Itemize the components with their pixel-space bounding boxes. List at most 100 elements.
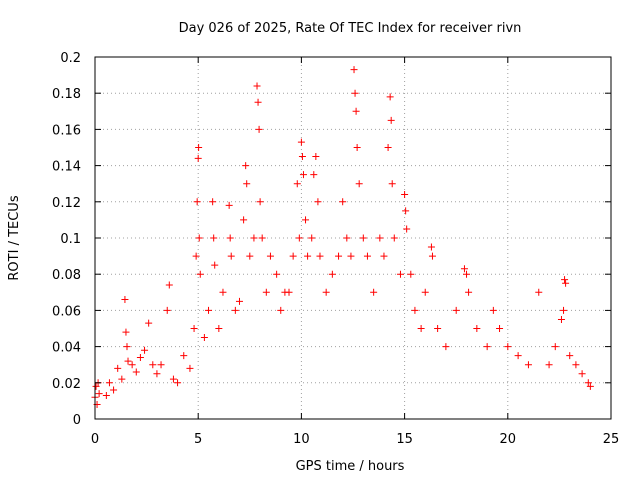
- data-point: [299, 171, 307, 179]
- data-point: [370, 288, 378, 296]
- data-point: [384, 144, 392, 151]
- data-point: [434, 325, 442, 332]
- data-point: [566, 352, 574, 360]
- data-point: [297, 138, 305, 146]
- data-point: [387, 116, 395, 124]
- x-axis-label: GPS time / hours: [296, 459, 405, 474]
- y-tick-label: 0.06: [52, 304, 81, 319]
- data-point: [396, 270, 404, 278]
- data-point: [572, 361, 580, 369]
- data-point: [235, 297, 243, 305]
- data-point: [335, 252, 343, 260]
- data-point: [302, 216, 310, 224]
- x-tick-label: 20: [500, 432, 517, 447]
- data-point: [586, 382, 594, 390]
- data-point: [132, 368, 140, 376]
- data-point: [376, 234, 384, 242]
- y-tick-label: 0: [73, 413, 81, 428]
- data-point: [254, 98, 262, 106]
- data-point: [504, 343, 512, 351]
- data-point: [298, 153, 306, 161]
- data-point: [514, 352, 522, 360]
- data-point: [258, 234, 266, 242]
- data-point: [380, 252, 388, 260]
- data-point: [163, 306, 171, 314]
- data-point: [403, 225, 411, 233]
- data-point: [157, 361, 165, 369]
- x-tick-label: 0: [91, 432, 99, 447]
- data-point: [210, 234, 218, 242]
- data-point: [114, 364, 122, 372]
- data-point: [483, 343, 491, 351]
- data-point: [359, 234, 367, 242]
- data-point: [308, 234, 316, 242]
- y-tick-label: 0.12: [52, 196, 81, 211]
- data-point: [110, 386, 118, 394]
- data-point: [200, 334, 208, 342]
- data-point: [411, 306, 419, 314]
- data-point: [465, 288, 473, 296]
- data-point: [314, 198, 322, 206]
- data-point: [205, 306, 213, 314]
- data-point: [174, 379, 182, 387]
- data-point: [102, 391, 110, 399]
- data-point: [386, 93, 394, 101]
- y-tick-label: 0.1: [60, 232, 81, 247]
- data-point: [256, 198, 264, 206]
- data-point: [304, 252, 312, 260]
- data-point: [242, 162, 250, 170]
- data-point: [390, 234, 398, 242]
- data-point: [231, 306, 239, 314]
- data-point: [122, 328, 130, 336]
- data-point: [128, 361, 136, 369]
- data-point: [312, 153, 320, 161]
- data-point: [92, 382, 100, 390]
- data-point: [246, 252, 254, 260]
- data-points: [91, 66, 594, 409]
- chart-title: Day 026 of 2025, Rate Of TEC Index for r…: [179, 21, 522, 36]
- data-point: [253, 82, 261, 90]
- y-tick-label: 0.18: [52, 87, 81, 102]
- y-tick-label: 0.14: [52, 160, 81, 175]
- data-point: [194, 154, 202, 162]
- data-point: [343, 234, 351, 242]
- data-point: [124, 357, 132, 365]
- x-tick-label: 15: [396, 432, 413, 447]
- data-point: [262, 288, 270, 296]
- data-point: [285, 288, 293, 296]
- data-point: [136, 353, 144, 361]
- data-point: [250, 234, 258, 242]
- data-point: [169, 375, 177, 383]
- data-point: [273, 270, 281, 278]
- data-point: [195, 144, 203, 151]
- data-point: [225, 201, 233, 209]
- data-point: [421, 288, 429, 296]
- data-point: [145, 319, 153, 327]
- data-point: [545, 361, 553, 369]
- y-tick-label: 0.2: [60, 51, 81, 66]
- data-point: [149, 361, 157, 369]
- data-point: [209, 198, 217, 206]
- data-point: [347, 252, 355, 260]
- data-point: [277, 306, 285, 314]
- data-point: [460, 265, 468, 273]
- data-point: [118, 375, 126, 383]
- data-point: [289, 252, 297, 260]
- data-point: [562, 279, 570, 287]
- y-tick-label: 0.08: [52, 268, 81, 283]
- y-tick-label: 0.16: [52, 123, 81, 138]
- data-point: [428, 252, 436, 260]
- data-point: [316, 252, 324, 260]
- data-point: [293, 180, 301, 188]
- data-point: [123, 343, 131, 351]
- data-point: [328, 270, 336, 278]
- y-axis-label: ROTI / TECUs: [7, 195, 22, 280]
- data-point: [153, 370, 161, 378]
- data-point: [255, 125, 263, 133]
- axis-ticks: 0 0.02 0.04 0.06 0.08 0.1 0.12 0.14 0.16 0.18 0.2 0…: [52, 51, 619, 447]
- data-point: [524, 361, 532, 369]
- data-point: [105, 379, 113, 387]
- data-point: [322, 288, 330, 296]
- y-tick-label: 0.04: [52, 341, 81, 356]
- data-point: [186, 364, 194, 372]
